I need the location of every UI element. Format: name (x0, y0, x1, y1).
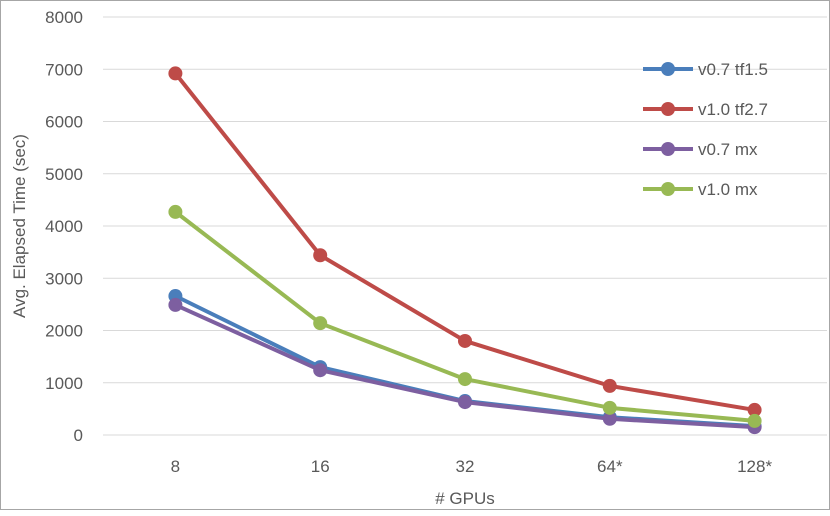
data-point (313, 363, 328, 378)
data-point (168, 204, 183, 219)
y-tick-label: 7000 (45, 60, 83, 79)
data-point (602, 378, 617, 393)
x-tick-label: 8 (171, 457, 180, 476)
y-tick-label: 8000 (45, 8, 83, 27)
legend-label: v1.0 mx (698, 180, 758, 199)
y-tick-label: 2000 (45, 322, 83, 341)
data-point (602, 411, 617, 426)
legend-swatch-marker (661, 142, 675, 156)
legend-item: v1.0 tf2.7 (643, 100, 768, 119)
y-tick-label: 6000 (45, 113, 83, 132)
x-tick-label: 32 (456, 457, 475, 476)
series-line (174, 210, 755, 423)
data-point (747, 413, 762, 428)
legend-label: v1.0 tf2.7 (698, 100, 768, 119)
legend-swatch-marker (661, 62, 675, 76)
legend-label: v0.7 mx (698, 140, 758, 159)
y-tick-label: 1000 (45, 374, 83, 393)
legend-item: v0.7 mx (643, 140, 758, 159)
data-point (747, 402, 762, 417)
series-3 (168, 204, 762, 428)
x-tick-label: 64* (597, 457, 623, 476)
data-point (168, 297, 183, 312)
series-line (173, 72, 755, 412)
legend-swatch-marker (661, 102, 675, 116)
data-point (168, 66, 183, 81)
y-axis-title: Avg. Elapsed Time (sec) (10, 134, 29, 318)
y-tick-label: 5000 (45, 165, 83, 184)
legend-item: v1.0 mx (643, 180, 758, 199)
data-point (458, 333, 472, 348)
data-point (458, 372, 472, 387)
y-tick-label: 4000 (45, 217, 83, 236)
legend-item: v0.7 tf1.5 (643, 60, 768, 79)
data-point (602, 400, 617, 415)
x-axis-title: # GPUs (435, 489, 495, 508)
legend-swatch-marker (661, 182, 675, 196)
data-point (313, 316, 328, 331)
legend-label: v0.7 tf1.5 (698, 60, 768, 79)
y-tick-label: 0 (74, 426, 83, 445)
data-point (313, 248, 328, 263)
x-tick-label: 128* (737, 457, 772, 476)
series-1 (168, 66, 762, 417)
x-tick-label: 16 (311, 457, 330, 476)
series-2 (168, 297, 762, 435)
data-point (458, 395, 472, 410)
y-tick-label: 3000 (45, 269, 83, 288)
